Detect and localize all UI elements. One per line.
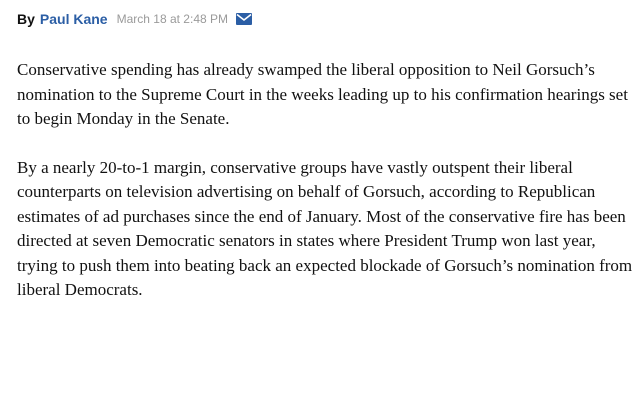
article-paragraph: By a nearly 20-to-1 margin, conservative… xyxy=(17,157,633,300)
article-body: Conservative spending has already swampe… xyxy=(17,58,635,303)
envelope-icon[interactable] xyxy=(236,13,252,25)
author-link[interactable]: Paul Kane xyxy=(39,11,108,27)
article-paragraph: Conservative spending has already swampe… xyxy=(17,60,628,128)
byline-prefix: By xyxy=(17,11,35,27)
timestamp: March 18 at 2:48 PM xyxy=(116,12,228,26)
byline: By Paul Kane March 18 at 2:48 PM xyxy=(17,9,252,29)
